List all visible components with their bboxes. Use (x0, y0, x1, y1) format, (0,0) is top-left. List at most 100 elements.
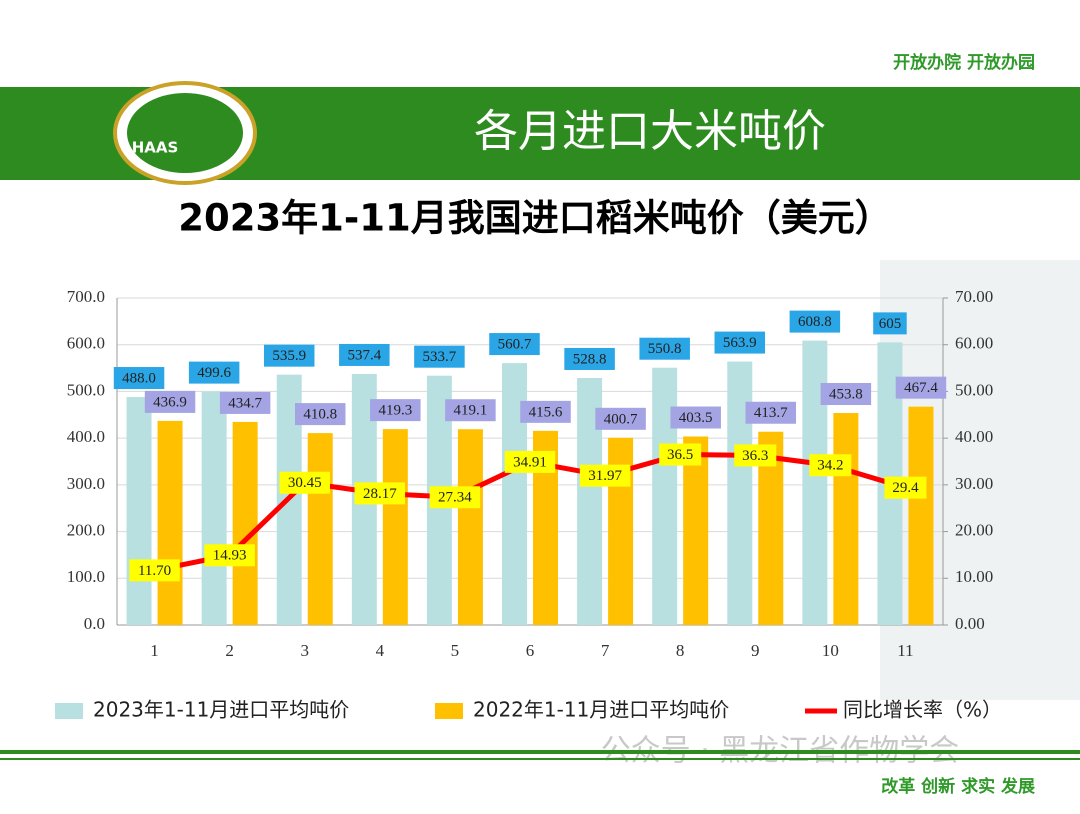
data-label: 31.97 (588, 468, 622, 484)
data-label: 11.70 (138, 563, 171, 579)
label-box (714, 331, 766, 354)
bar (833, 413, 859, 625)
label-box (789, 310, 841, 333)
label-box (884, 476, 927, 499)
y2-tick-label: 50.00 (955, 380, 993, 399)
plot: 0.0 100.0 200.0 300.0 400.0 500.0 600.0 700.0 0.… (55, 287, 1002, 722)
y2-tick-label: 10.00 (955, 567, 993, 586)
data-label: 535.9 (272, 348, 306, 364)
data-label: 29.4 (892, 480, 919, 496)
data-label: 34.91 (513, 454, 547, 470)
label-box (489, 333, 540, 356)
legend-swatch (435, 703, 463, 719)
label-box (504, 450, 556, 473)
label-box (129, 559, 180, 582)
y-tick-label: 100.0 (67, 567, 105, 586)
data-label: 419.1 (454, 403, 488, 419)
heading: 各月进口大米吨价 (474, 106, 826, 157)
y2-tick-label: 20.00 (955, 520, 993, 539)
label-box (429, 486, 481, 509)
label-box (659, 443, 702, 466)
data-label: 413.7 (754, 405, 788, 421)
chart-title: 2023年1-11月我国进口稻米吨价（美元） (178, 197, 892, 240)
data-label: 537.4 (347, 347, 381, 363)
y-tick-label: 700.0 (67, 287, 105, 306)
bar (652, 367, 678, 625)
data-label: 488.0 (122, 370, 156, 386)
bar (232, 421, 258, 625)
label-box (734, 444, 777, 467)
bar (683, 436, 709, 625)
label-box (579, 464, 631, 487)
y-tick-label: 400.0 (67, 427, 105, 446)
x-tick-label: 7 (601, 641, 610, 660)
bar (908, 406, 934, 625)
legend-swatch (55, 703, 83, 719)
header-motto: 开放办院 开放办园 (893, 52, 1035, 73)
footer-line (0, 758, 1080, 760)
x-tick-label: 4 (376, 641, 385, 660)
y2-tick-label: 0.00 (955, 614, 985, 633)
y-tick-label: 600.0 (67, 334, 105, 353)
x-tick-label: 6 (526, 641, 535, 660)
label-box (520, 400, 571, 423)
x-tick-label: 9 (751, 641, 760, 660)
label-box (809, 454, 852, 477)
data-label: 563.9 (723, 335, 757, 351)
data-label: 410.8 (303, 407, 337, 423)
label-box (873, 312, 907, 335)
label-box (445, 399, 496, 422)
label-box (895, 376, 947, 399)
label-box (745, 401, 797, 424)
x-tick-label: 8 (676, 641, 685, 660)
y2-tick-label: 30.00 (955, 474, 993, 493)
x-tick-label: 5 (451, 641, 460, 660)
data-label: 14.93 (213, 548, 247, 564)
data-label: 608.8 (798, 314, 832, 330)
data-label: 528.8 (573, 351, 607, 367)
data-label: 30.45 (288, 475, 322, 491)
bar (457, 429, 483, 625)
data-label: 400.7 (604, 411, 638, 427)
x-tick-label: 3 (300, 641, 309, 660)
data-label: 34.2 (817, 458, 843, 474)
label-box (670, 406, 721, 429)
data-label: 533.7 (423, 349, 457, 365)
bar (307, 433, 333, 625)
bar (727, 361, 753, 625)
label-box (370, 399, 421, 422)
data-label: 36.3 (742, 448, 768, 464)
y-tick-label: 500.0 (67, 380, 105, 399)
label-box (414, 345, 465, 368)
label-box (204, 544, 255, 567)
logo-text: HAAS (132, 139, 179, 157)
data-label: 467.4 (904, 380, 938, 396)
data-label: 605 (879, 316, 902, 332)
data-label: 434.7 (228, 395, 262, 411)
data-label: 499.6 (197, 365, 231, 381)
x-tick-label: 2 (225, 641, 234, 660)
data-label: 453.8 (829, 386, 863, 402)
label-box (219, 391, 271, 414)
data-label: 36.5 (667, 447, 693, 463)
label-box (263, 344, 315, 367)
label-box (188, 361, 240, 384)
legend-label: 同比增长率（%） (843, 698, 1002, 722)
legend-label: 2023年1-11月进口平均吨价 (93, 698, 349, 722)
label-box (595, 407, 646, 430)
data-label: 403.5 (679, 410, 713, 426)
label-box (820, 383, 872, 406)
label-box (294, 403, 346, 426)
data-label: 419.3 (378, 403, 412, 419)
label-box (279, 471, 330, 494)
y-tick-label: 200.0 (67, 520, 105, 539)
x-tick-label: 1 (150, 641, 159, 660)
data-label: 436.9 (153, 394, 187, 410)
bar (157, 420, 183, 625)
label-box (113, 367, 165, 390)
logo-inner (127, 93, 243, 173)
y2-tick-label: 60.00 (955, 334, 993, 353)
footer-line (0, 750, 1080, 754)
data-label: 560.7 (498, 337, 532, 353)
